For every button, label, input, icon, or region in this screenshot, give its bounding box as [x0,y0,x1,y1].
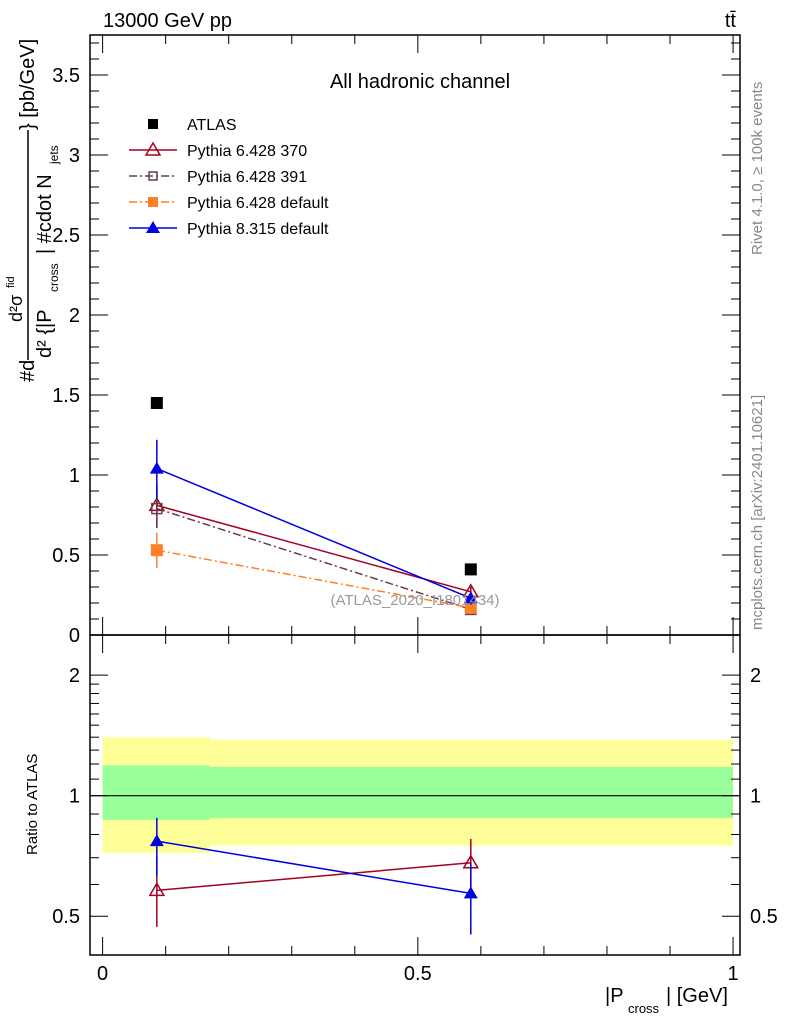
y-tick-label: 2 [69,305,80,327]
marker-triangle-open [148,881,166,897]
y-axis-label: #d d²σ fid d² {|P cross | #cdot N jets }… [5,39,61,382]
x-tick-label: 1 [728,963,739,985]
y-tick-label: 1.5 [52,385,80,407]
ratio-tick-label: 2 [69,665,80,687]
ratio-tick-label-right: 1 [750,786,761,808]
marker-triangle [463,591,478,604]
series-line [156,467,472,599]
marker-square [150,544,163,557]
analysis-label: (ATLAS_2020_I1801434) [330,592,499,609]
y-tick-label: 2.5 [52,225,80,247]
band-green [102,765,210,820]
x-tick-label: 0 [97,963,108,985]
ratio-line [156,861,471,892]
y-tick-label: 0.5 [52,545,80,567]
ylabel-den-sub: cross [47,263,61,292]
rivet-label: Rivet 4.1.0, ≥ 100k events [749,82,766,255]
y-tick-label: 3 [69,145,80,167]
y-tick-label: 3.5 [52,65,80,87]
chart-title: All hadronic channel [330,71,510,93]
header-right: tt̄ [725,10,737,32]
legend-item: Pythia 6.428 370 [129,141,307,160]
header-left: 13000 GeV pp [103,10,232,32]
marker-triangle-open [144,141,162,156]
marker-square [464,563,477,576]
marker-square [464,601,477,614]
data-marks [148,397,480,935]
ratio-tick-label-right: 0.5 [750,906,778,928]
marker-triangle [146,221,160,233]
band-green [209,766,734,818]
ratio-y-label: Ratio to ATLAS [24,754,41,855]
xlabel-sub: cross [628,1001,660,1016]
ratio-tick-label-right: 2 [750,665,761,687]
ratio-bands [90,737,740,853]
axis-ticks: 0 0.5 1 1.5 2 2.5 3 3.5 0.5 0.5 1 1 2 2 0 0.5 1 [52,35,778,985]
legend-label: Pythia 8.315 default [187,221,329,238]
ylabel-post: } [pb/GeV] [17,39,39,130]
marker-triangle [463,886,478,899]
y-tick-label: 0 [69,625,80,647]
legend-label: ATLAS [187,117,237,134]
legend-item: Pythia 6.428 391 [129,169,307,186]
x-axis-label: |P cross | [GeV] [605,985,728,1016]
legend-item: ATLAS [148,117,237,134]
legend-label: Pythia 6.428 370 [187,143,307,160]
series-line [156,549,471,609]
ratio-line [156,840,471,895]
marker-square [148,119,158,129]
marker-triangle [149,834,164,847]
ratio-frame [89,634,741,956]
series-line [156,507,472,611]
marker-triangle [149,461,164,474]
ylabel-den-sub2: jets [47,145,61,165]
xlabel-main: |P [605,985,624,1007]
xlabel-post: | [GeV] [666,985,728,1007]
ratio-tick-label: 1 [69,786,80,808]
y-tick-label: 1 [69,465,80,487]
ylabel-pre: #d [17,360,39,382]
ylabel-den: d² {|P [34,309,56,358]
mcplots-label: mcplots.cern.ch [arXiv:2401.10621] [749,395,766,630]
marker-square-open [148,171,158,181]
ylabel-num: d²σ [6,295,26,322]
legend: ATLAS Pythia 6.428 370 Pythia 6.428 391 Pyt… [129,117,329,238]
legend-item: Pythia 8.315 default [129,221,329,238]
legend-label: Pythia 6.428 391 [187,169,307,186]
legend-item: Pythia 6.428 default [129,195,329,212]
marker-square-open [151,502,163,515]
marker-square [148,197,158,207]
ylabel-num-sup: fid [5,276,17,288]
x-tick-label: 0.5 [404,963,432,985]
marker-square [150,397,163,409]
ylabel-den-post: | #cdot N [34,174,56,254]
legend-label: Pythia 6.428 default [187,195,329,212]
ratio-tick-label: 0.5 [52,906,80,928]
